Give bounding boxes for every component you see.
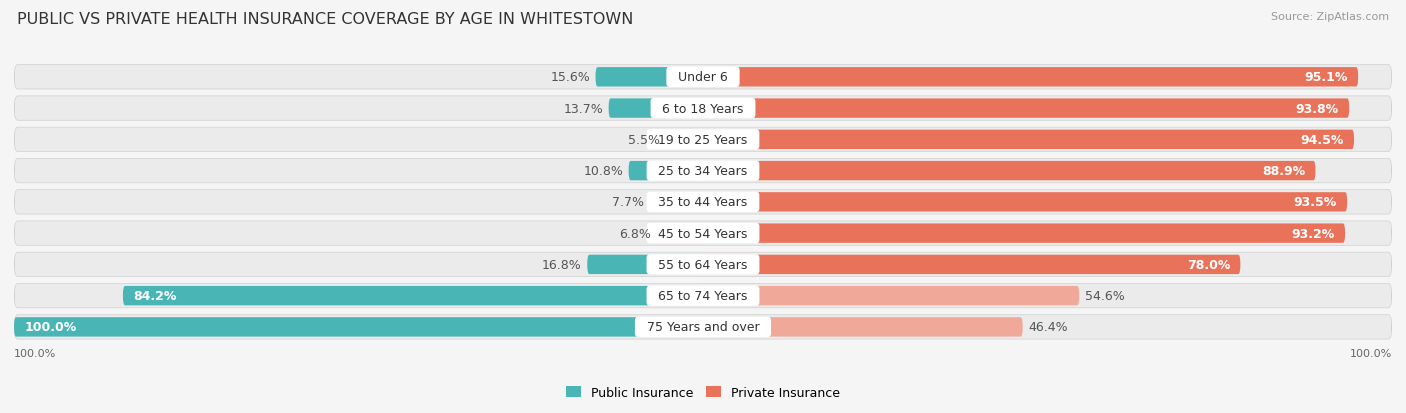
FancyBboxPatch shape — [609, 99, 703, 119]
Text: 55 to 64 Years: 55 to 64 Years — [651, 258, 755, 271]
Text: 88.9%: 88.9% — [1263, 165, 1305, 178]
FancyBboxPatch shape — [14, 97, 1392, 121]
Text: 65 to 74 Years: 65 to 74 Years — [651, 290, 755, 302]
Text: 25 to 34 Years: 25 to 34 Years — [651, 165, 755, 178]
Text: 94.5%: 94.5% — [1301, 133, 1344, 147]
FancyBboxPatch shape — [657, 224, 703, 243]
Text: 100.0%: 100.0% — [24, 320, 77, 334]
Text: Source: ZipAtlas.com: Source: ZipAtlas.com — [1271, 12, 1389, 22]
Text: 95.1%: 95.1% — [1305, 71, 1348, 84]
Text: 10.8%: 10.8% — [583, 165, 623, 178]
FancyBboxPatch shape — [703, 68, 1358, 87]
Text: 6 to 18 Years: 6 to 18 Years — [654, 102, 752, 115]
FancyBboxPatch shape — [14, 66, 1392, 90]
Text: 5.5%: 5.5% — [627, 133, 659, 147]
FancyBboxPatch shape — [703, 224, 1346, 243]
Text: 54.6%: 54.6% — [1084, 290, 1125, 302]
Text: Under 6: Under 6 — [671, 71, 735, 84]
FancyBboxPatch shape — [703, 99, 1350, 119]
Text: 93.8%: 93.8% — [1296, 102, 1339, 115]
Text: 6.8%: 6.8% — [619, 227, 651, 240]
FancyBboxPatch shape — [665, 131, 703, 150]
Text: 15.6%: 15.6% — [550, 71, 591, 84]
Text: 100.0%: 100.0% — [1350, 348, 1392, 358]
FancyBboxPatch shape — [14, 253, 1392, 277]
FancyBboxPatch shape — [650, 193, 703, 212]
FancyBboxPatch shape — [122, 286, 703, 306]
Text: 7.7%: 7.7% — [613, 196, 644, 209]
FancyBboxPatch shape — [703, 131, 1354, 150]
FancyBboxPatch shape — [703, 255, 1240, 274]
FancyBboxPatch shape — [14, 284, 1392, 308]
FancyBboxPatch shape — [588, 255, 703, 274]
FancyBboxPatch shape — [14, 221, 1392, 246]
FancyBboxPatch shape — [14, 159, 1392, 183]
FancyBboxPatch shape — [703, 161, 1316, 181]
Text: 100.0%: 100.0% — [14, 348, 56, 358]
Text: 75 Years and over: 75 Years and over — [638, 320, 768, 334]
Text: 16.8%: 16.8% — [541, 258, 582, 271]
FancyBboxPatch shape — [14, 315, 1392, 339]
FancyBboxPatch shape — [14, 318, 703, 337]
Text: 46.4%: 46.4% — [1028, 320, 1067, 334]
Text: 93.5%: 93.5% — [1294, 196, 1337, 209]
FancyBboxPatch shape — [628, 161, 703, 181]
FancyBboxPatch shape — [703, 318, 1022, 337]
Text: 93.2%: 93.2% — [1292, 227, 1334, 240]
Text: PUBLIC VS PRIVATE HEALTH INSURANCE COVERAGE BY AGE IN WHITESTOWN: PUBLIC VS PRIVATE HEALTH INSURANCE COVER… — [17, 12, 633, 27]
FancyBboxPatch shape — [703, 193, 1347, 212]
Text: 13.7%: 13.7% — [564, 102, 603, 115]
FancyBboxPatch shape — [703, 286, 1080, 306]
Text: 19 to 25 Years: 19 to 25 Years — [651, 133, 755, 147]
FancyBboxPatch shape — [14, 190, 1392, 214]
Text: 35 to 44 Years: 35 to 44 Years — [651, 196, 755, 209]
Text: 45 to 54 Years: 45 to 54 Years — [651, 227, 755, 240]
FancyBboxPatch shape — [14, 128, 1392, 152]
Text: 78.0%: 78.0% — [1187, 258, 1230, 271]
Text: 84.2%: 84.2% — [134, 290, 177, 302]
FancyBboxPatch shape — [596, 68, 703, 87]
Legend: Public Insurance, Private Insurance: Public Insurance, Private Insurance — [561, 381, 845, 404]
